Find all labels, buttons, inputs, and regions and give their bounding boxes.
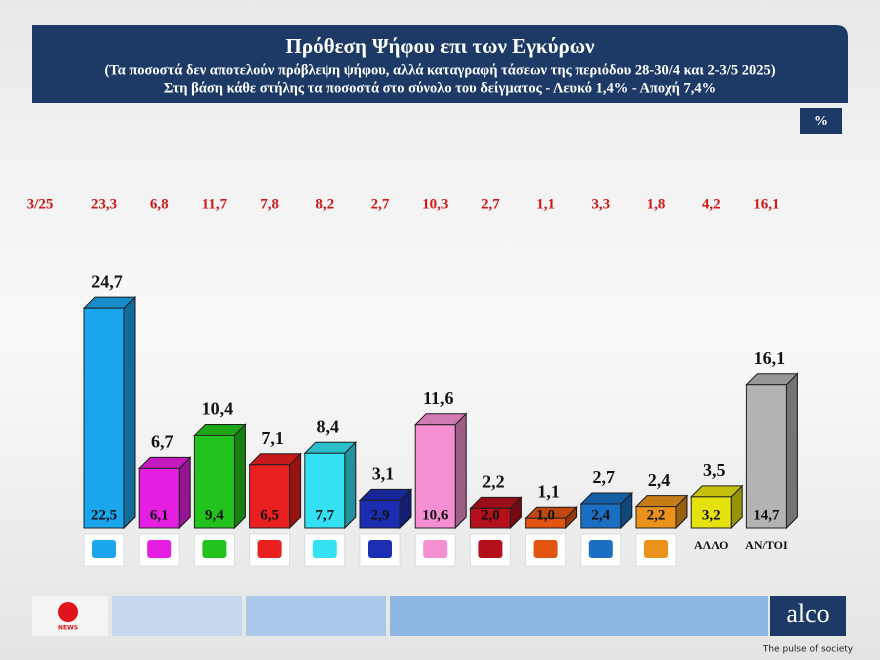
previous-value-label: 1,8 [647,196,666,212]
party-logo-mark [92,540,116,558]
previous-value-label: 2,7 [371,196,390,212]
unit-box [800,108,842,134]
chart-subtitle: Στη βάση κάθε στήλης τα ποσοστά στο σύνο… [164,80,716,96]
bar [83,307,125,529]
footer-bar [390,596,768,636]
chart-title: Πρόθεση Ψήφου επι των Εγκύρων [286,34,596,58]
bar-side [178,456,191,530]
base-value-label: 2,2 [647,507,666,523]
value-label: 1,1 [537,481,560,501]
value-label: 8,4 [317,416,340,436]
base-value-label: 6,1 [150,507,169,523]
party-logo [525,533,567,567]
brand: alco [786,599,829,628]
bar [469,507,511,529]
brand-tagline: The pulse of society [762,645,854,655]
base-value-label: 2,0 [481,507,500,523]
base-value-label: 2,4 [591,507,610,523]
value-label: 2,2 [482,472,505,492]
bar-side [289,452,302,530]
party-logo-mark [257,540,282,558]
bar [580,503,622,529]
previous-value-label: 6,8 [150,196,169,212]
bar [635,506,677,529]
value-label: 24,7 [91,271,123,291]
party-logo-mark [478,540,503,558]
base-value-label: 6,5 [260,507,279,523]
party-logo-mark [588,540,613,558]
unit-label: % [814,114,828,129]
bar [249,464,291,529]
party-logo-mark [202,540,227,558]
bar-side [785,372,798,530]
value-label: 6,7 [151,431,174,451]
previous-value-label: 7,8 [260,196,279,212]
bar [525,517,567,529]
bar [138,467,180,529]
base-value-label: 1,0 [536,507,555,523]
bar [690,496,732,529]
previous-value-label: 11,7 [202,196,228,212]
chart-subtitle: (Τα ποσοστά δεν αποτελούν πρόβλεψη ψήφου… [104,62,775,78]
party-logo-mark [147,540,172,558]
value-label: 3,1 [372,464,395,484]
category-label: ΑΛΛΟ [694,538,729,552]
previous-value-label: 2,7 [481,196,500,212]
bar [304,452,346,529]
previous-value-label: 4,2 [702,196,721,212]
previous-value-label: 23,3 [91,196,117,212]
value-label: 3,5 [703,460,726,480]
bar-side [233,423,246,530]
header-box [32,25,848,103]
brand-box [770,596,846,636]
previous-value-label: 16,1 [753,196,779,212]
party-logo-mark [644,540,668,558]
base-value-label: 7,7 [315,507,334,523]
previous-value-label: 10,3 [422,196,448,212]
value-label: 7,1 [261,428,284,448]
party-logo-mark [312,540,337,558]
bar-side [344,441,357,530]
news-label: NEWS [58,625,78,632]
bar-side [454,412,467,530]
base-value-label: 9,4 [205,507,224,523]
bar [414,424,456,529]
footer-bar [246,596,386,636]
bar [745,384,787,529]
news-logo [58,602,78,622]
bar [359,499,401,529]
footer-bar [112,596,242,636]
bar [193,434,235,529]
bar-side [123,295,136,530]
party-logo-mark [533,540,558,558]
base-value-label: 3,2 [702,507,721,523]
value-label: 16,1 [754,348,786,368]
value-label: 2,7 [593,467,616,487]
previous-value-label: 8,2 [315,196,334,212]
party-logo-mark [368,540,392,558]
party-logo [414,533,456,567]
previous-value-label: 1,1 [536,196,555,212]
base-value-label: 10,6 [422,507,449,523]
base-value-label: 14,7 [753,507,780,523]
category-label: ΑΝ/ΤΟΙ [745,538,788,552]
value-label: 11,6 [423,388,454,408]
base-value-label: 22,5 [91,507,117,523]
previous-value-label: 3,3 [591,196,610,212]
party-logo-mark [423,540,448,558]
previous-series-name: 3/25 [27,196,54,212]
value-label: 10,4 [202,399,234,419]
base-value-label: 2,9 [371,507,390,523]
value-label: 2,4 [648,470,671,490]
